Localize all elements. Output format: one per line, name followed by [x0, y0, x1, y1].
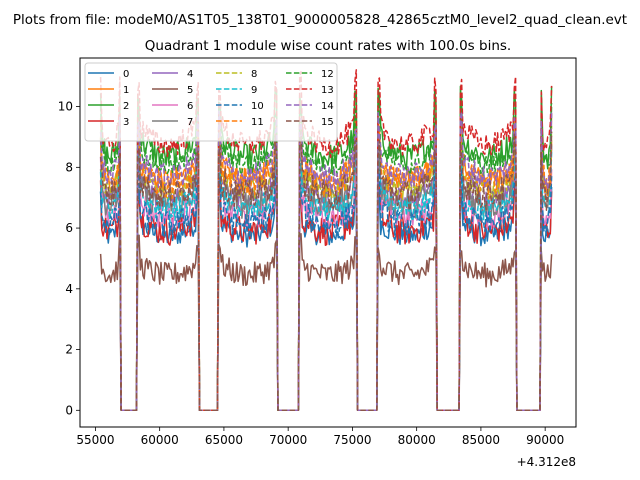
series-line-8 [99, 125, 553, 412]
y-tick-label: 10 [58, 100, 73, 114]
x-tick-label: 85000 [462, 433, 500, 447]
series-line-3 [99, 173, 553, 412]
series-line-14 [99, 110, 553, 412]
legend-label: 7 [187, 117, 193, 128]
y-tick-label: 2 [65, 343, 73, 357]
x-tick-label: 80000 [398, 433, 436, 447]
series-line-5 [99, 229, 553, 412]
legend-label: 12 [321, 69, 334, 80]
legend-label: 11 [251, 117, 264, 128]
chart-title: Quadrant 1 module wise count rates with … [145, 38, 511, 54]
x-tick-label: 55000 [76, 433, 114, 447]
y-tick-label: 6 [65, 221, 73, 235]
series-line-10 [99, 166, 553, 412]
legend-label: 15 [321, 117, 334, 128]
legend-label: 4 [187, 69, 193, 80]
y-axis: 0 2 4 6 8 10 [58, 100, 80, 417]
x-axis: 55000 60000 65000 70000 75000 80000 85000 90000 [76, 427, 564, 447]
legend-label: 13 [321, 85, 334, 96]
legend-label: 5 [187, 85, 193, 96]
series-line-13 [99, 69, 553, 412]
legend-label: 14 [321, 101, 334, 112]
y-tick-label: 0 [65, 403, 73, 417]
legend-label: 9 [251, 85, 257, 96]
legend-label: 0 [123, 69, 129, 80]
legend-label: 10 [251, 101, 264, 112]
x-tick-label: 70000 [269, 433, 307, 447]
legend-label: 2 [123, 101, 129, 112]
series-line-9 [99, 151, 553, 412]
x-offset-label: +4.312e8 [517, 455, 576, 469]
legend-label: 8 [251, 69, 257, 80]
y-tick-label: 4 [65, 282, 73, 296]
legend-label: 3 [123, 117, 129, 128]
x-tick-label: 60000 [141, 433, 179, 447]
series-line-15 [99, 130, 553, 412]
legend-box [84, 62, 338, 142]
chart-suptitle: Plots from file: modeM0/AS1T05_138T01_90… [13, 12, 627, 28]
legend-label: 1 [123, 85, 129, 96]
x-tick-label: 90000 [526, 433, 564, 447]
y-tick-label: 8 [65, 160, 73, 174]
series-layer [99, 69, 553, 412]
axes-frame [79, 57, 577, 428]
x-tick-label: 75000 [333, 433, 371, 447]
x-tick-label: 65000 [205, 433, 243, 447]
legend-label: 6 [187, 101, 193, 112]
